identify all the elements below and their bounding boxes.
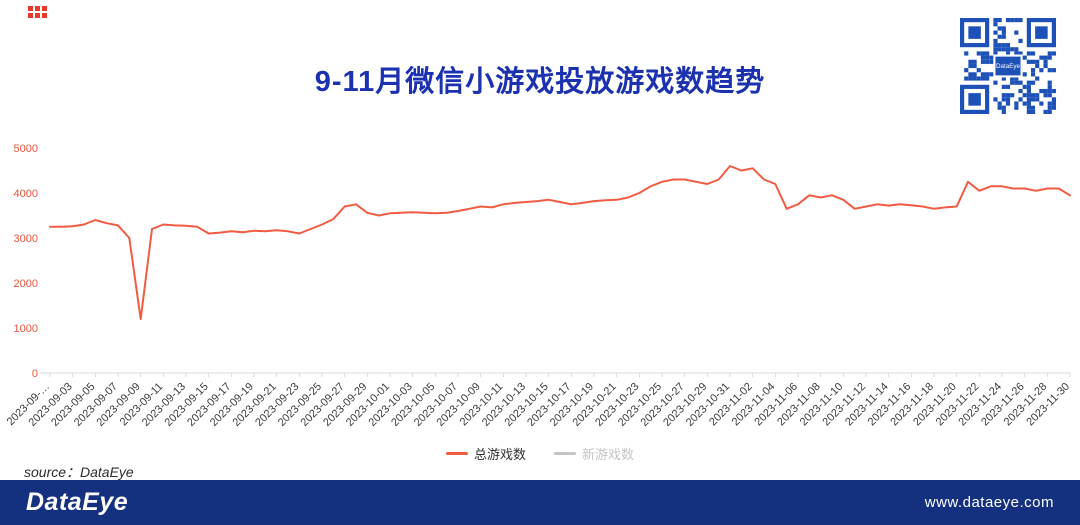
chart-legend: 总游戏数 新游戏数 — [0, 444, 1080, 463]
page-title: 9-11月微信小游戏投放游戏数趋势 — [314, 66, 766, 98]
chart-area: 0 1000 2000 3000 4000 5000 2023-09-… 2023-09-03… — [0, 128, 1080, 440]
corner-logo-fragment — [28, 6, 47, 18]
footer-website: www.dataeye.com — [924, 494, 1054, 511]
source-note: source：DataEye — [24, 464, 134, 480]
legend-label-new: 新游戏数 — [582, 447, 635, 462]
legend-item-total-games[interactable]: 总游戏数 — [445, 444, 526, 463]
qr-code: DataEye — [960, 18, 1056, 114]
legend-item-new-games[interactable]: 新游戏数 — [554, 444, 634, 463]
legend-line-total-icon — [445, 452, 468, 455]
svg-text:4000: 4000 — [14, 188, 38, 200]
svg-text:3000: 3000 — [14, 233, 38, 245]
svg-text:5000: 5000 — [14, 143, 38, 155]
footer-bar: DataEye www.dataeye.com — [0, 480, 1080, 525]
svg-text:0: 0 — [32, 368, 38, 380]
legend-label-total: 总游戏数 — [473, 447, 526, 462]
svg-text:2000: 2000 — [14, 278, 38, 290]
svg-text:1000: 1000 — [14, 323, 38, 335]
trend-chart: 0100020003000400050002023-09-…2023-09-03… — [5, 143, 1072, 429]
footer-logo: DataEye — [26, 488, 129, 516]
svg-text:DataEye: DataEye — [996, 63, 1020, 70]
legend-line-new-icon — [554, 452, 576, 455]
